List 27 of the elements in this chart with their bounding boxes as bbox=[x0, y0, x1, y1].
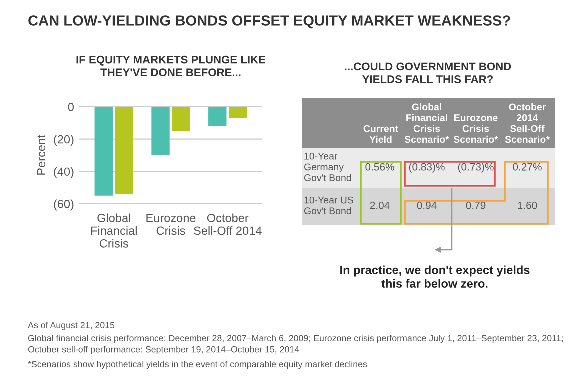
category-label: Current Yield bbox=[364, 125, 398, 144]
category-label: 10-Year US Gov't Bond bbox=[304, 196, 354, 215]
text: (0.83)% bbox=[409, 163, 445, 173]
text: CAN LOW-YIELDING BONDS OFFSET EQUITY MARKET WEAKNESS? bbox=[28, 16, 510, 29]
x-tick-label: Global Financial Crisis bbox=[91, 214, 137, 248]
text: 0.56% bbox=[366, 163, 394, 171]
text: (0.73)% bbox=[458, 163, 494, 173]
y-tick-label: (20) bbox=[54, 135, 74, 146]
y-axis-title: Percent bbox=[37, 135, 46, 175]
chart-title: IF EQUITY MARKETS PLUNGE LIKE THEY'VE DONE BEFORE... bbox=[76, 56, 266, 77]
text: Global financial crisis performance: December 28, 2007–March 6, 2009; Eurozone crisis performance July 1, 2011–September 23, 2011; October sell-off performance: September 19, 2014–October 15, 2014 bbox=[28, 335, 563, 354]
text: *Scenarios show hypothetical yields in the event of comparable equity market declines bbox=[28, 361, 368, 370]
category-label: Global Financial Crisis Scenario* bbox=[404, 103, 450, 144]
text: In practice, we don't expect yields this far below zero. bbox=[340, 266, 530, 288]
text: 0.79 bbox=[466, 202, 486, 210]
text: 2.04 bbox=[370, 202, 390, 210]
text: 0.27% bbox=[513, 163, 542, 171]
text: ...COULD GOVERNMENT BOND YIELDS FALL THIS FAR? bbox=[345, 62, 512, 84]
y-tick-label: (40) bbox=[54, 167, 74, 178]
category-label: Eurozone Crisis Scenario* bbox=[454, 114, 498, 144]
text: 1.60 bbox=[518, 202, 538, 210]
y-tick-label: 0 bbox=[68, 103, 74, 112]
text: 0.94 bbox=[417, 202, 437, 210]
y-tick-label: (60) bbox=[54, 200, 74, 211]
category-label: October 2014 Sell-Off Scenario* bbox=[505, 103, 550, 144]
text: As of August 21, 2015 bbox=[28, 322, 115, 330]
category-label: 10-Year Germany Gov't Bond bbox=[304, 152, 352, 182]
